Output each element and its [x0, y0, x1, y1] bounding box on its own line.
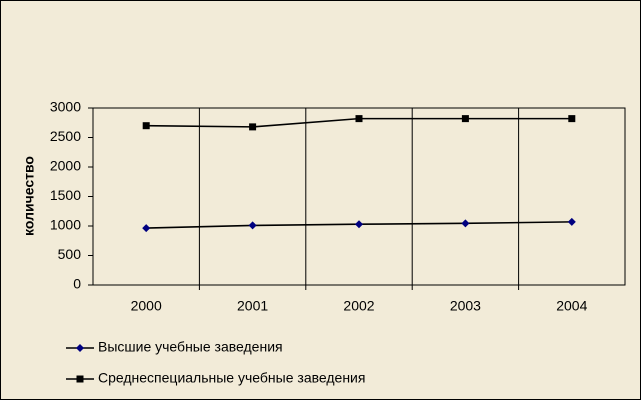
legend-label: Высшие учебные заведения: [98, 339, 283, 355]
y-tick-label: 3000: [50, 99, 81, 115]
marker: [567, 217, 576, 226]
y-tick-label: 1000: [50, 217, 81, 233]
legend-label: Среднеспециальные учебные заведения: [98, 370, 365, 386]
marker: [248, 221, 257, 230]
y-tick-label: 2000: [50, 158, 81, 174]
legend-marker: [76, 344, 84, 352]
marker: [461, 219, 470, 228]
y-tick-label: 500: [58, 246, 82, 262]
y-tick-label: 2500: [50, 128, 81, 144]
marker: [142, 122, 150, 130]
y-axis-label: количество: [21, 156, 37, 236]
legend-marker: [76, 375, 84, 383]
y-tick-label: 0: [73, 276, 81, 292]
x-tick-label: 2003: [450, 298, 481, 314]
marker: [249, 123, 257, 131]
marker: [142, 224, 151, 233]
x-tick-label: 2004: [556, 298, 587, 314]
x-tick-label: 2000: [131, 298, 162, 314]
x-tick-label: 2001: [237, 298, 268, 314]
marker: [355, 220, 363, 229]
marker: [355, 115, 363, 123]
plot-area: [92, 107, 626, 286]
x-tick-label: 2002: [343, 298, 374, 314]
marker: [568, 115, 576, 123]
marker: [461, 115, 469, 123]
y-tick-label: 1500: [50, 187, 81, 203]
